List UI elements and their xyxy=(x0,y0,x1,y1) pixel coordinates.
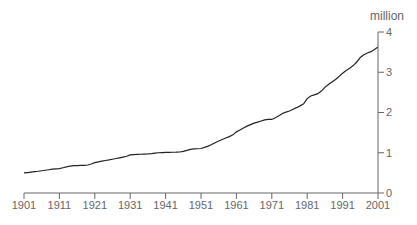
svg-text:1971: 1971 xyxy=(260,199,284,211)
svg-text:1951: 1951 xyxy=(189,199,213,211)
svg-text:4: 4 xyxy=(386,26,392,38)
svg-text:1901: 1901 xyxy=(12,199,36,211)
svg-text:1: 1 xyxy=(386,147,392,159)
svg-text:2: 2 xyxy=(386,106,392,118)
svg-text:0: 0 xyxy=(386,187,392,199)
svg-text:1931: 1931 xyxy=(118,199,142,211)
svg-text:1961: 1961 xyxy=(224,199,248,211)
svg-text:1991: 1991 xyxy=(330,199,354,211)
html-text:million: million xyxy=(370,9,404,23)
svg-text:2001: 2001 xyxy=(366,199,390,211)
svg-text:1911: 1911 xyxy=(48,199,72,211)
svg-text:1981: 1981 xyxy=(295,199,319,211)
svg-text:3: 3 xyxy=(386,66,392,78)
svg-text:1921: 1921 xyxy=(83,199,107,211)
svg-text:1941: 1941 xyxy=(153,199,177,211)
